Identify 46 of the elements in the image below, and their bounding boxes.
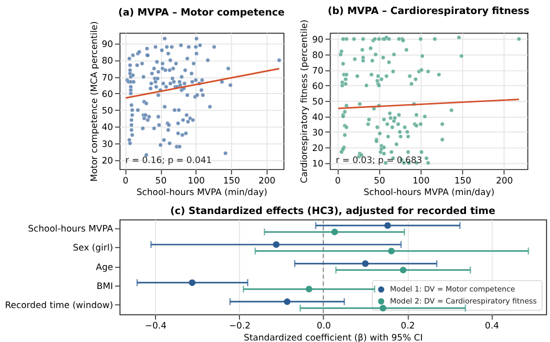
y-tick-label: 30 [102, 140, 114, 150]
x-tick-label: 0 [334, 176, 341, 186]
x-tick-label: −0.4 [144, 322, 167, 332]
annotation: r = 0.16; p = 0.041 [125, 156, 212, 166]
x-tick-label: 0 [122, 176, 129, 186]
x-axis-title: Standardized coefficient (β) with 95% CI [244, 333, 423, 342]
y-tick-label: 40 [102, 123, 114, 134]
y-axis-title: Cardiorespiratory fitness (percentile) [300, 20, 310, 184]
chart-title: (b) MVPA – Cardiorespiratory fitness [328, 6, 530, 18]
x-axis-title: School-hours MVPA (min/day) [136, 188, 268, 198]
chart-title: (a) MVPA – Motor competence [118, 8, 285, 19]
x-tick-label: 200 [496, 176, 514, 186]
y-tick-label: Age [96, 262, 114, 273]
x-tick-label: 50 [374, 176, 386, 186]
y-axis-title: Motor competence (MCA percentile) [90, 21, 100, 182]
y-tick-label: 90 [312, 35, 324, 46]
y-tick-label: School-hours MVPA [28, 224, 114, 235]
y-tick-label: 10 [312, 159, 324, 170]
x-tick-label: 0.0 [316, 322, 332, 332]
y-tick-label: Recorded time (window) [5, 300, 114, 311]
x-tick-label: 150 [454, 176, 472, 186]
y-tick-label: Sex (girl) [72, 244, 114, 254]
y-tick-label: 70 [312, 66, 324, 76]
y-tick-label: 60 [312, 82, 324, 92]
y-tick-label: 50 [102, 106, 114, 117]
y-tick-label: 90 [102, 40, 114, 50]
y-tick-label: 80 [312, 50, 324, 61]
y-tick-label: 50 [312, 97, 324, 108]
y-tick-label: 80 [102, 56, 114, 67]
x-tick-label: 50 [155, 176, 167, 186]
x-tick-label: 0.2 [400, 322, 415, 332]
x-tick-label: 0.4 [484, 322, 500, 332]
x-tick-label: 150 [223, 176, 240, 186]
x-tick-label: −0.2 [228, 322, 251, 332]
y-tick-label: 70 [102, 73, 114, 84]
y-tick-label: 20 [312, 144, 324, 154]
y-tick-label: BMI [96, 282, 114, 292]
chart-title: (c) Standardized effects (HC3), adjusted for recorded time [170, 206, 496, 217]
y-tick-label: 30 [312, 128, 324, 138]
x-axis-title: School-hours MVPA (min/day) [364, 188, 494, 198]
x-tick-label: 100 [188, 176, 206, 186]
x-tick-label: 200 [258, 176, 276, 186]
y-tick-label: 20 [102, 156, 114, 166]
y-tick-label: 40 [312, 112, 324, 123]
x-tick-label: 100 [412, 176, 430, 186]
y-tick-label: 60 [102, 90, 114, 100]
